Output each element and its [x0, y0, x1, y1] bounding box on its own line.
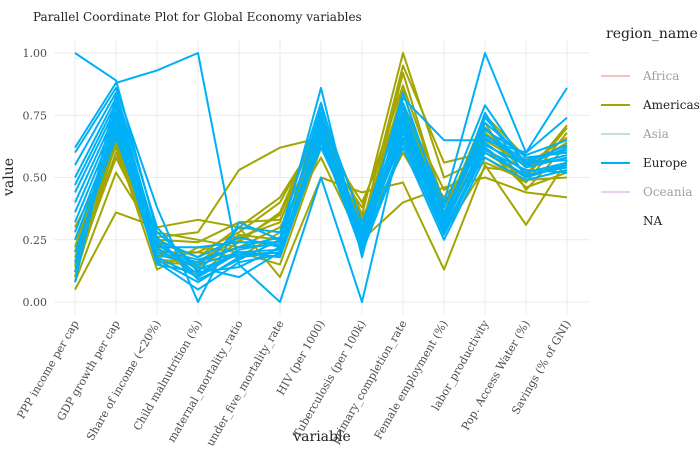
chart-title: Parallel Coordinate Plot for Global Econ…	[33, 10, 362, 24]
legend-items: Africa Americas Asia Europe Oceania NA	[601, 69, 700, 228]
y-tick-label: 1.00	[23, 47, 48, 60]
legend-label-na: NA	[643, 214, 663, 228]
legend-label-asia: Asia	[642, 127, 669, 141]
legend: region_name Africa Americas Asia Europe Ocea…	[601, 26, 700, 228]
y-tick-label: 0.75	[23, 109, 48, 122]
x-tick-label: maternal_mortality_ratio	[165, 318, 246, 445]
legend-label-europe: Europe	[643, 156, 687, 170]
x-axis-title: variable	[292, 429, 351, 445]
y-tick-label: 0.50	[23, 172, 48, 185]
legend-label-africa: Africa	[642, 69, 679, 83]
y-axis-ticks: 0.00 0.25 0.50 0.75 1.00	[23, 47, 48, 309]
legend-label-oceania: Oceania	[643, 185, 693, 199]
x-tick-label: Share of income (<20%)	[84, 318, 164, 443]
legend-title: region_name	[606, 26, 698, 42]
y-axis-title: value	[1, 158, 17, 197]
y-tick-label: 0.00	[23, 296, 48, 309]
x-tick-label: primary_completion_rate	[328, 318, 409, 446]
y-tick-label: 0.25	[23, 234, 48, 247]
x-tick-label: Tuberculosis (per 100k)	[291, 318, 369, 440]
legend-label-americas: Americas	[642, 98, 700, 112]
x-tick-label: Female employment (%)	[372, 318, 451, 442]
x-tick-label: under_five_mortality_rate	[204, 318, 287, 449]
